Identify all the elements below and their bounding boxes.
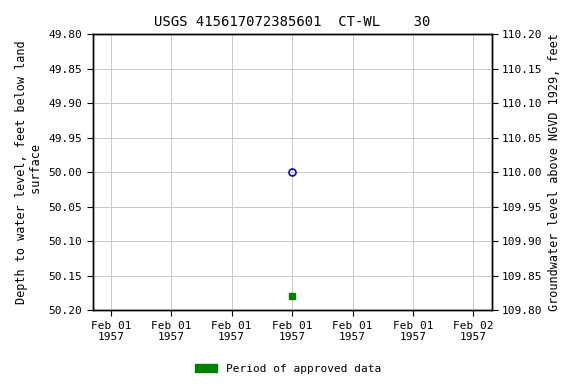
Legend: Period of approved data: Period of approved data — [191, 359, 385, 379]
Title: USGS 415617072385601  CT-WL    30: USGS 415617072385601 CT-WL 30 — [154, 15, 430, 29]
Y-axis label: Depth to water level, feet below land
 surface: Depth to water level, feet below land su… — [15, 40, 43, 304]
Y-axis label: Groundwater level above NGVD 1929, feet: Groundwater level above NGVD 1929, feet — [548, 33, 561, 311]
